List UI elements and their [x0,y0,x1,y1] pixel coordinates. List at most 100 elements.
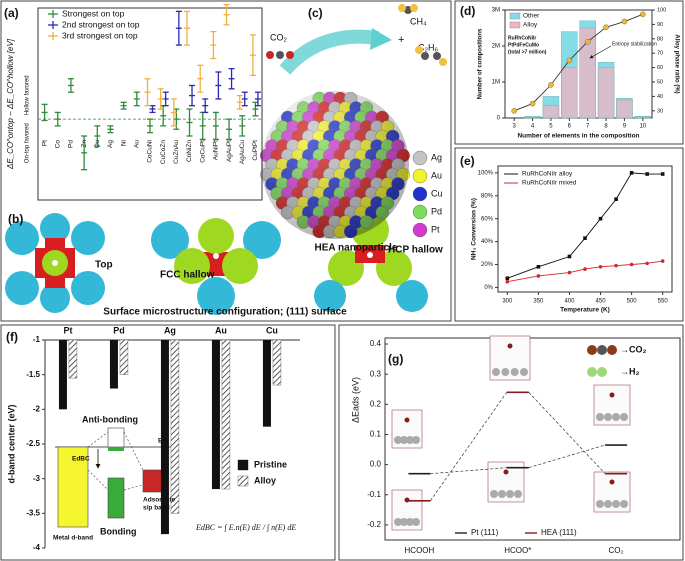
marker [567,254,572,259]
x-tick-label: Pt [63,325,72,335]
error-bar [54,111,61,127]
legend-label: Other [523,13,540,20]
structure-atom [507,343,513,349]
x-tick-label: 10 [639,124,646,130]
legend-label: Alloy [254,475,276,485]
x-tick-label: CuPtPt [252,140,259,161]
structure-atom [498,490,506,498]
molecule-atom [276,51,284,59]
structure-atom [503,469,509,475]
x-tick-label: Au [215,325,227,335]
error-bar [252,101,259,117]
legend-atom [597,367,607,377]
legend-label: Alloy [523,22,538,29]
error-bar [249,34,256,77]
y-axis-label: d-band center (eV) [6,404,16,483]
molecule-atom [421,52,429,60]
x-tick-label: 500 [627,299,638,305]
error-bar [241,91,248,107]
nanoparticle [260,91,410,239]
error-bar [239,115,246,137]
legend-label: RuRhCoNiIr alloy [522,171,573,178]
y-axis-label: ΔEads (eV) [350,377,360,423]
error-bar [197,64,204,93]
y-tick-label: -0.2 [367,520,381,529]
x-tick-label: Co [54,140,61,149]
site-label: FCC hallow [160,270,215,281]
marker [505,279,510,284]
y-tick-label: -3.5 [26,508,40,517]
x-tick-label: CuZnAu [173,140,180,164]
marker [660,172,665,176]
element-swatch [412,186,428,202]
bar [616,99,633,119]
panel-frame [338,324,684,561]
marker [645,261,649,266]
y-tick-label: 0% [484,285,493,291]
marker [536,265,541,269]
formula: EdBC = ∫ E.n(E) dE / ∫ n(E) dE [195,523,296,532]
x-axis-label: Number of elements in the composition [517,133,639,140]
error-bar [202,98,209,114]
annotation: EdBC [72,456,90,463]
y2-tick-label: 50 [657,79,663,85]
annotation: On-top favored [25,123,31,163]
x-tick-label: 4 [531,124,535,130]
site-fcc [151,218,281,315]
atom-shade [261,91,409,239]
molecule-atom [433,52,441,60]
structure-atom [596,413,604,421]
reaction-arrow-head [370,28,392,50]
bar [262,340,271,427]
y-tick-label: 0.0 [370,460,382,469]
error-bar [175,10,182,46]
connector [430,392,508,502]
line-marker [603,24,609,31]
x-tick-label: 550 [658,299,669,305]
molecule-label: CH₄ [410,16,427,26]
plot-frame [497,165,673,293]
error-bar [189,84,196,107]
x-tick-label: CuCoZn [160,140,167,165]
element-swatch [412,222,428,238]
panel-label: (g) [388,352,403,366]
structure-atom [609,392,615,398]
error-bar [41,103,48,122]
error-bar [107,125,114,134]
error-bar [215,71,222,100]
reaction-arrow [279,29,379,75]
x-tick-label: Zn [81,140,88,148]
x-tick-label: Pd [68,140,75,148]
molecule-label: + [398,34,404,46]
marker [598,265,603,269]
y-tick-label: 0.2 [370,399,382,408]
x-tick-label: HCOOH [405,546,435,555]
error-bar [170,98,177,127]
error-bar [184,10,191,46]
legend-atom [587,345,597,355]
legend-label: RuRhCoNiIr mixed [522,180,577,187]
line [514,13,643,112]
annotation: EF [158,438,166,445]
structure-atom [412,518,420,526]
bar [211,340,220,490]
site-label: Top [95,260,113,271]
annotation: s/p band [143,505,170,512]
bar [579,27,596,119]
legend-label: 2nd strongest on top [62,19,140,29]
structure-atom [596,500,604,508]
y-tick-label: -1 [33,335,41,344]
panel-frame [0,324,336,561]
marker [536,274,541,278]
annotation: →H₂ [620,366,640,376]
molecule-atom [415,46,423,54]
legend-label: Pristine [254,459,287,469]
bar [170,339,180,514]
y-axis-label: Number of compositions [478,28,484,99]
annotation: →CO₂ [620,344,647,354]
panel-frame [0,0,452,322]
x-tick-label: Cu [94,140,101,149]
y-tick-label: 0.3 [370,369,382,378]
structure-atom [609,479,615,485]
error-bar [228,67,235,90]
